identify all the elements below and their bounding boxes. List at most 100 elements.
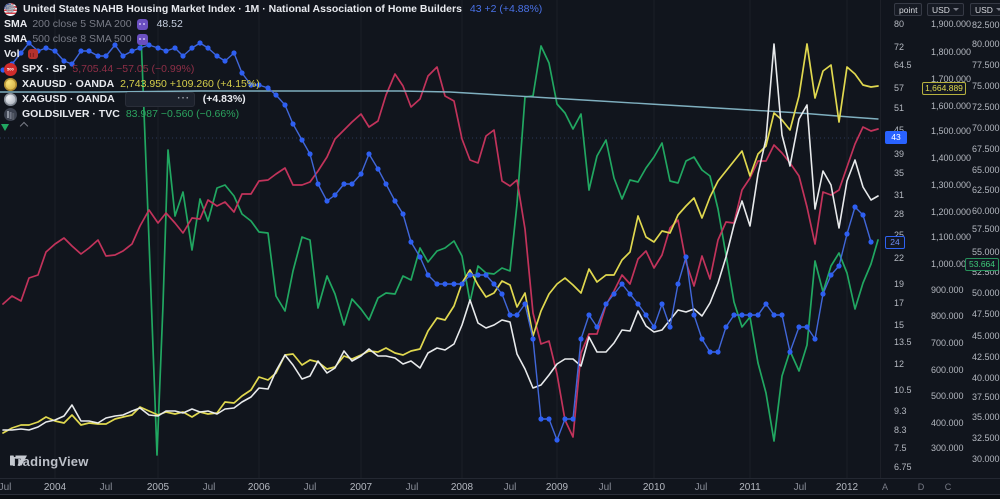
data-point-marker (483, 272, 489, 278)
settings-icon[interactable] (5, 3, 160, 106)
data-point-marker (248, 82, 254, 88)
data-point-marker (683, 254, 689, 260)
data-point-marker (467, 272, 473, 278)
scale-mode-letter[interactable]: D (917, 482, 925, 492)
price-tick-usd_silver: 72.500 (972, 102, 1000, 112)
eye-icon[interactable] (4, 5, 144, 106)
price-scale-panel[interactable]: point USD USD 80 72 64.5 57 51 45 39 35 31 28 25 22… (880, 0, 1000, 478)
silver-coin-icon (4, 92, 17, 106)
spx-symbol-row[interactable]: 500 SPX · SP 5,705.44 −57.05 (−0.99%) (4, 62, 542, 76)
price-tick-usd_silver: 82.500 (972, 20, 1000, 30)
price-tick-point: 6.75 (894, 462, 912, 472)
xauusd-symbol-row[interactable]: XAUUSD · OANDA 2,743.950 +109.260 (+4.15… (4, 77, 542, 91)
series-line-goldsilver[interactable] (140, 34, 879, 456)
data-point-marker (507, 312, 513, 318)
price-tick-usd_silver: 80.000 (972, 39, 1000, 49)
time-axis-label: 2012 (835, 482, 859, 493)
data-point-marker (120, 53, 126, 59)
data-point-marker (804, 324, 810, 330)
sma500-indicator-row[interactable]: SMA 500 close 8 SMA 500 (4, 32, 542, 46)
price-tick-point: 57 (894, 83, 905, 93)
data-point-marker (265, 85, 271, 91)
data-point-marker (562, 416, 568, 422)
price-tick-usd_gold: 800.000 (931, 311, 964, 321)
delete-icon[interactable] (6, 3, 176, 106)
price-badge: 43 (885, 131, 907, 144)
time-axis-label: 2011 (739, 482, 761, 493)
price-tick-usd_gold: 500.000 (931, 391, 964, 401)
goldsilver-symbol-row[interactable]: GOLDSILVER · TVC 83.987 −0.560 (−0.66%) (4, 107, 542, 121)
data-point-marker (699, 336, 705, 342)
data-point-marker (137, 45, 143, 51)
chart-canvas[interactable] (0, 0, 880, 478)
price-tick-point: 8.3 (894, 425, 907, 435)
scale-unit-button-usd-1[interactable]: USD (927, 3, 964, 16)
price-tick-usd_gold: 1,400.000 (931, 153, 972, 163)
xagusd-symbol-row[interactable]: XAGUSD · OANDA ··· (+4.83%) (4, 3, 542, 107)
price-tick-usd_silver: 65.000 (972, 165, 1000, 175)
series-line-nahb[interactable] (2, 42, 872, 441)
data-point-marker (603, 301, 609, 307)
price-tick-usd_silver: 60.000 (972, 206, 1000, 216)
data-point-marker (180, 53, 186, 59)
price-tick-point: 25 (894, 230, 905, 240)
data-point-marker (667, 324, 673, 330)
indicator-name: Vol (4, 48, 20, 60)
legend: United States NAHB Housing Market Index … (4, 2, 542, 122)
time-axis[interactable]: Jul 2004 Jul 2005 Jul 2006 Jul 2007 Jul 2008 Jul 20… (0, 478, 1000, 494)
indicator-name: SMA (4, 18, 28, 30)
bottom-strip (0, 494, 1000, 499)
price-tick-usd_silver: 35.000 (972, 412, 1000, 422)
price-tick-usd_gold: 1,200.000 (931, 207, 972, 217)
price-badge: 53.664 (965, 258, 999, 271)
time-axis-label: Jul (303, 482, 317, 493)
scale-unit-button-usd-2[interactable]: USD (970, 3, 1000, 16)
data-point-marker (475, 272, 481, 278)
data-point-marker (787, 349, 793, 355)
tvc-icon (4, 107, 17, 121)
data-point-marker (820, 291, 826, 297)
time-axis-label: 2004 (43, 482, 67, 493)
scale-mode-letter[interactable]: A (881, 482, 889, 492)
data-point-marker (442, 281, 448, 287)
price-tick-usd_silver: 42.500 (972, 352, 1000, 362)
series-line-spx[interactable] (2, 66, 879, 438)
data-point-marker (731, 312, 737, 318)
price-tick-point: 22 (894, 253, 905, 263)
data-point-marker (860, 212, 866, 218)
data-point-marker (836, 263, 842, 269)
data-point-marker (491, 281, 497, 287)
data-point-marker (796, 324, 802, 330)
price-tick-point: 7.5 (894, 443, 907, 453)
indicator-params: 500 close 8 SMA 500 (32, 33, 132, 45)
more-options-icon[interactable]: ··· (177, 93, 191, 104)
price-tick-point: 15 (894, 320, 905, 330)
price-tick-usd_silver: 37.500 (972, 392, 1000, 402)
price-tick-point: 35 (894, 168, 905, 178)
time-axis-label: 2009 (545, 482, 569, 493)
data-point-marker (315, 181, 321, 187)
data-point-marker (231, 50, 237, 56)
data-point-marker (707, 349, 713, 355)
scale-unit-button-point[interactable]: point (894, 3, 923, 16)
volume-indicator-row[interactable]: Vol (4, 47, 542, 61)
indicator-badge-icon (136, 18, 148, 30)
tradingview-logo[interactable]: TradingView (10, 454, 89, 469)
price-tick-usd_silver: 52.500 (972, 267, 1000, 277)
sma200-indicator-row[interactable]: SMA 200 close 5 SMA 200 48.52 (4, 17, 542, 31)
series-line-xauusd[interactable] (2, 43, 879, 434)
series-line-xagusd[interactable] (2, 43, 879, 431)
scale-mode-letter[interactable]: C (944, 482, 952, 492)
main-symbol-row[interactable]: United States NAHB Housing Market Index … (4, 2, 542, 16)
data-point-marker (307, 151, 313, 157)
series-line-sma200[interactable] (0, 90, 879, 120)
series-start-marker-icon (1, 124, 9, 131)
price-tick-point: 13.5 (894, 337, 912, 347)
collapse-legend-chevron-icon[interactable] (20, 121, 28, 129)
data-point-marker (546, 416, 552, 422)
data-point-marker (451, 281, 457, 287)
data-point-marker (408, 239, 414, 245)
data-point-marker (627, 291, 633, 297)
price-tick-usd_gold: 1,600.000 (931, 101, 972, 111)
data-point-marker (675, 281, 681, 287)
